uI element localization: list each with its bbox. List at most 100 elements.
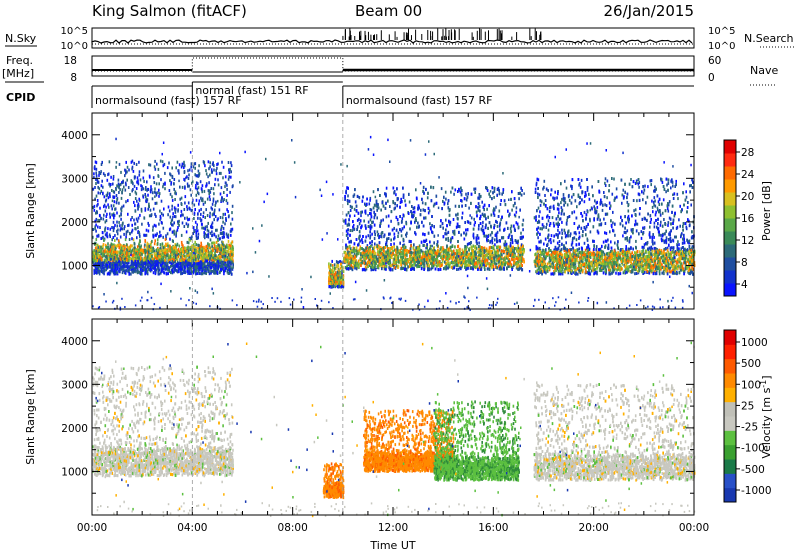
echo-cell [101, 266, 104, 270]
echo-cell [103, 250, 106, 254]
echo-cell [179, 253, 181, 257]
echo-cell [102, 271, 104, 275]
echo-cell [123, 251, 126, 255]
echo-cell [190, 262, 192, 266]
echo-cell [201, 222, 203, 226]
echo-cell [208, 243, 211, 247]
echo-cell [201, 198, 203, 202]
echo-cell [93, 208, 96, 212]
echo-cell [156, 242, 159, 246]
echo-cell [197, 259, 200, 263]
echo-cell [126, 268, 128, 272]
echo-cell [138, 270, 140, 274]
echo-cell [140, 263, 143, 267]
echo-cell [196, 226, 198, 229]
echo-cell [341, 284, 344, 288]
echo-cell [140, 188, 143, 192]
echo-cell [162, 267, 164, 271]
echo-cell [96, 259, 98, 263]
echo-cell [95, 171, 97, 175]
echo-cell [118, 254, 121, 258]
echo-cell [141, 258, 144, 262]
echo-cell [232, 263, 234, 267]
echo-cell [96, 199, 99, 202]
echo-cell [186, 247, 188, 251]
echo-cell [118, 250, 121, 254]
echo-cell [116, 250, 119, 254]
echo-cell [180, 214, 182, 218]
echo-cell [147, 207, 149, 211]
echo-cell [163, 207, 165, 211]
echo-cell [231, 217, 234, 221]
echo-cell [111, 255, 114, 259]
echo-cell [215, 228, 217, 232]
echo-cell [174, 198, 176, 201]
echo-cell [148, 244, 150, 248]
echo-cell [210, 223, 213, 227]
echo-cell [110, 183, 112, 186]
echo-cell [175, 166, 177, 170]
echo-cell [165, 272, 168, 276]
echo-cell [218, 249, 221, 253]
echo-cell [162, 164, 165, 168]
echo-cell [138, 173, 141, 177]
echo-cell [157, 191, 159, 195]
echo-cell [164, 245, 166, 249]
echo-cell [340, 273, 343, 277]
echo-cell [143, 245, 146, 249]
echo-cell [138, 197, 140, 201]
echo-cell [166, 232, 169, 236]
echo-cell [123, 232, 125, 236]
echo-cell [106, 231, 108, 235]
echo-cell [120, 246, 123, 250]
echo-cell [147, 259, 149, 263]
echo-cell [172, 266, 174, 270]
echo-cell [139, 268, 142, 272]
echo-cell [113, 257, 115, 261]
echo-cell [176, 256, 178, 260]
echo-cell [121, 227, 124, 231]
echo-cell [102, 244, 104, 248]
echo-cell [183, 177, 185, 181]
echo-cell [164, 171, 166, 175]
echo-cell [341, 261, 343, 265]
echo-cell [200, 207, 202, 211]
echo-cell [113, 213, 116, 217]
echo-cell [138, 257, 140, 261]
echo-cell [131, 228, 134, 232]
echo-cell [148, 214, 151, 218]
echo-cell [107, 242, 109, 246]
echo-cell [176, 260, 179, 264]
echo-cell [194, 166, 196, 170]
echo-cell [180, 267, 182, 271]
echo-cell [197, 246, 199, 250]
echo-cell [230, 175, 232, 179]
echo-cell [171, 204, 173, 208]
echo-cell [95, 223, 97, 227]
echo-cell [224, 185, 226, 189]
echo-cell [144, 265, 147, 269]
echo-cell [103, 238, 105, 242]
echo-cell [227, 177, 230, 181]
echo-cell [185, 230, 188, 234]
echo-cell [160, 178, 162, 182]
echo-cell [211, 247, 214, 251]
echo-cell [156, 263, 159, 267]
echo-cell [217, 183, 220, 187]
echo-cell [205, 208, 207, 212]
echo-cell [227, 271, 230, 275]
echo-cell [214, 215, 217, 218]
echo-cell [209, 254, 212, 258]
echo-cell [159, 230, 161, 234]
echo-cell [221, 160, 223, 164]
echo-cell [198, 199, 201, 203]
echo-cell [221, 242, 224, 246]
echo-cell [135, 192, 138, 196]
echo-cell [207, 268, 209, 272]
echo-cell [171, 166, 173, 170]
echo-cell [164, 181, 166, 185]
echo-cell [183, 261, 185, 265]
nsky-tick-top: 10^5 [61, 26, 88, 37]
echo-cell [202, 262, 205, 266]
echo-cell [160, 260, 162, 264]
